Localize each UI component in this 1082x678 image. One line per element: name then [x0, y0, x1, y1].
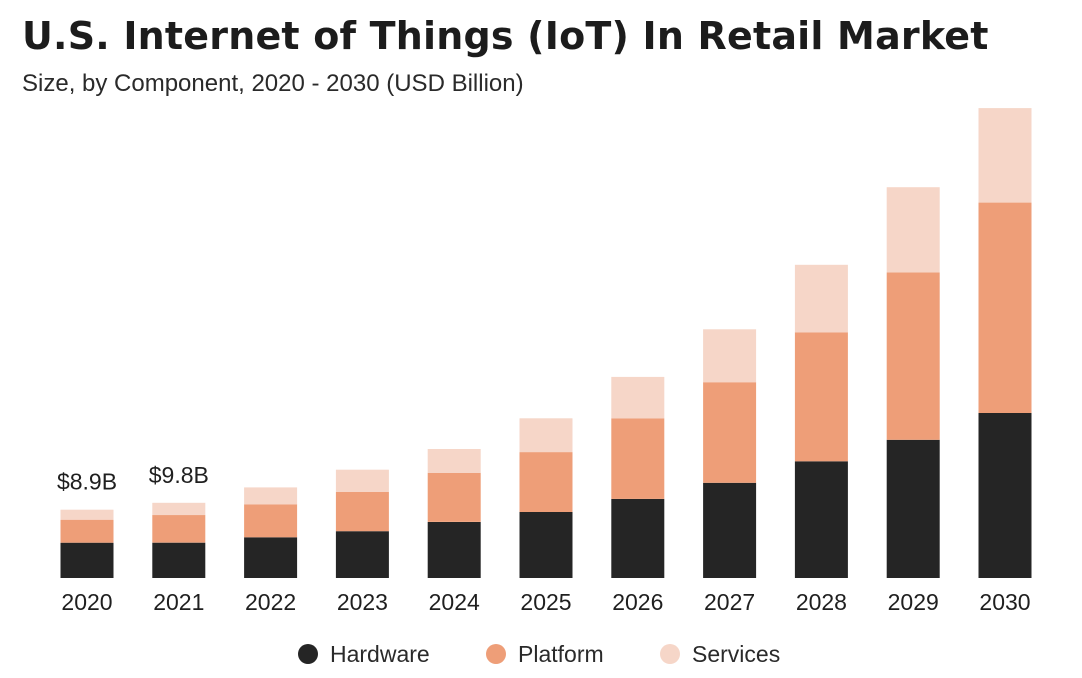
bar-hardware-2025: [519, 512, 573, 578]
x-tick-label-2024: 2024: [429, 589, 480, 615]
x-tick-label-2029: 2029: [888, 589, 939, 615]
x-tick-label-2022: 2022: [245, 589, 296, 615]
legend-label-platform: Platform: [518, 640, 604, 667]
bar-hardware-2029: [886, 439, 940, 578]
bar-services-2022: [244, 487, 298, 505]
chart-title: U.S. Internet of Things (IoT) In Retail …: [22, 14, 989, 58]
legend-item-hardware: Hardware: [298, 636, 430, 672]
legend-label-services: Services: [692, 640, 781, 667]
bar-platform-2023: [335, 492, 389, 532]
data-label-2021: $9.8B: [149, 462, 209, 488]
legend-label-hardware: Hardware: [330, 640, 430, 667]
x-tick-label-2030: 2030: [979, 589, 1030, 615]
x-tick-label-2026: 2026: [612, 589, 663, 615]
bar-services-2030: [978, 108, 1032, 203]
bar-hardware-2024: [427, 522, 481, 578]
bar-services-2023: [335, 469, 389, 492]
bar-services-2021: [152, 502, 206, 516]
stacked-bar-chart: 2020 2021 2022 2023 2024 2025 2026 2027 2028 2029…: [57, 108, 1032, 615]
bar-hardware-2023: [335, 531, 389, 578]
data-label-2020: $8.9B: [57, 469, 117, 495]
bar-hardware-2028: [794, 461, 848, 578]
bar-hardware-2026: [611, 498, 665, 578]
bar-platform-2021: [152, 515, 206, 543]
x-tick-label-2023: 2023: [337, 589, 388, 615]
bar-platform-2027: [703, 382, 757, 483]
bar-platform-2030: [978, 202, 1032, 413]
legend-swatch-platform: [486, 644, 506, 664]
chart-legend: Hardware Platform Services: [0, 636, 1082, 672]
bar-platform-2028: [794, 332, 848, 462]
bar-hardware-2027: [703, 482, 757, 578]
bar-hardware-2021: [152, 542, 206, 578]
bar-platform-2029: [886, 272, 940, 440]
x-tick-label-2021: 2021: [153, 589, 204, 615]
bar-platform-2022: [244, 504, 298, 538]
x-tick-label-2028: 2028: [796, 589, 847, 615]
x-tick-label-2020: 2020: [61, 589, 112, 615]
bar-services-2027: [703, 329, 757, 383]
bar-hardware-2030: [978, 412, 1032, 578]
chart-subtitle: Size, by Component, 2020 - 2030 (USD Bil…: [22, 70, 524, 97]
bar-platform-2026: [611, 418, 665, 499]
bar-platform-2024: [427, 472, 481, 522]
bar-platform-2025: [519, 452, 573, 512]
legend-item-platform: Platform: [486, 636, 604, 672]
bar-services-2025: [519, 418, 573, 453]
bar-services-2024: [427, 449, 481, 473]
x-tick-label-2027: 2027: [704, 589, 755, 615]
legend-swatch-hardware: [298, 644, 318, 664]
x-tick-label-2025: 2025: [520, 589, 571, 615]
bar-hardware-2020: [60, 542, 114, 578]
legend-swatch-services: [660, 644, 680, 664]
bar-services-2029: [886, 187, 940, 273]
bar-services-2026: [611, 376, 665, 419]
legend-item-services: Services: [660, 636, 780, 672]
bar-platform-2020: [60, 519, 114, 543]
bar-services-2020: [60, 509, 114, 520]
bar-hardware-2022: [244, 537, 298, 578]
bar-services-2028: [794, 264, 848, 333]
